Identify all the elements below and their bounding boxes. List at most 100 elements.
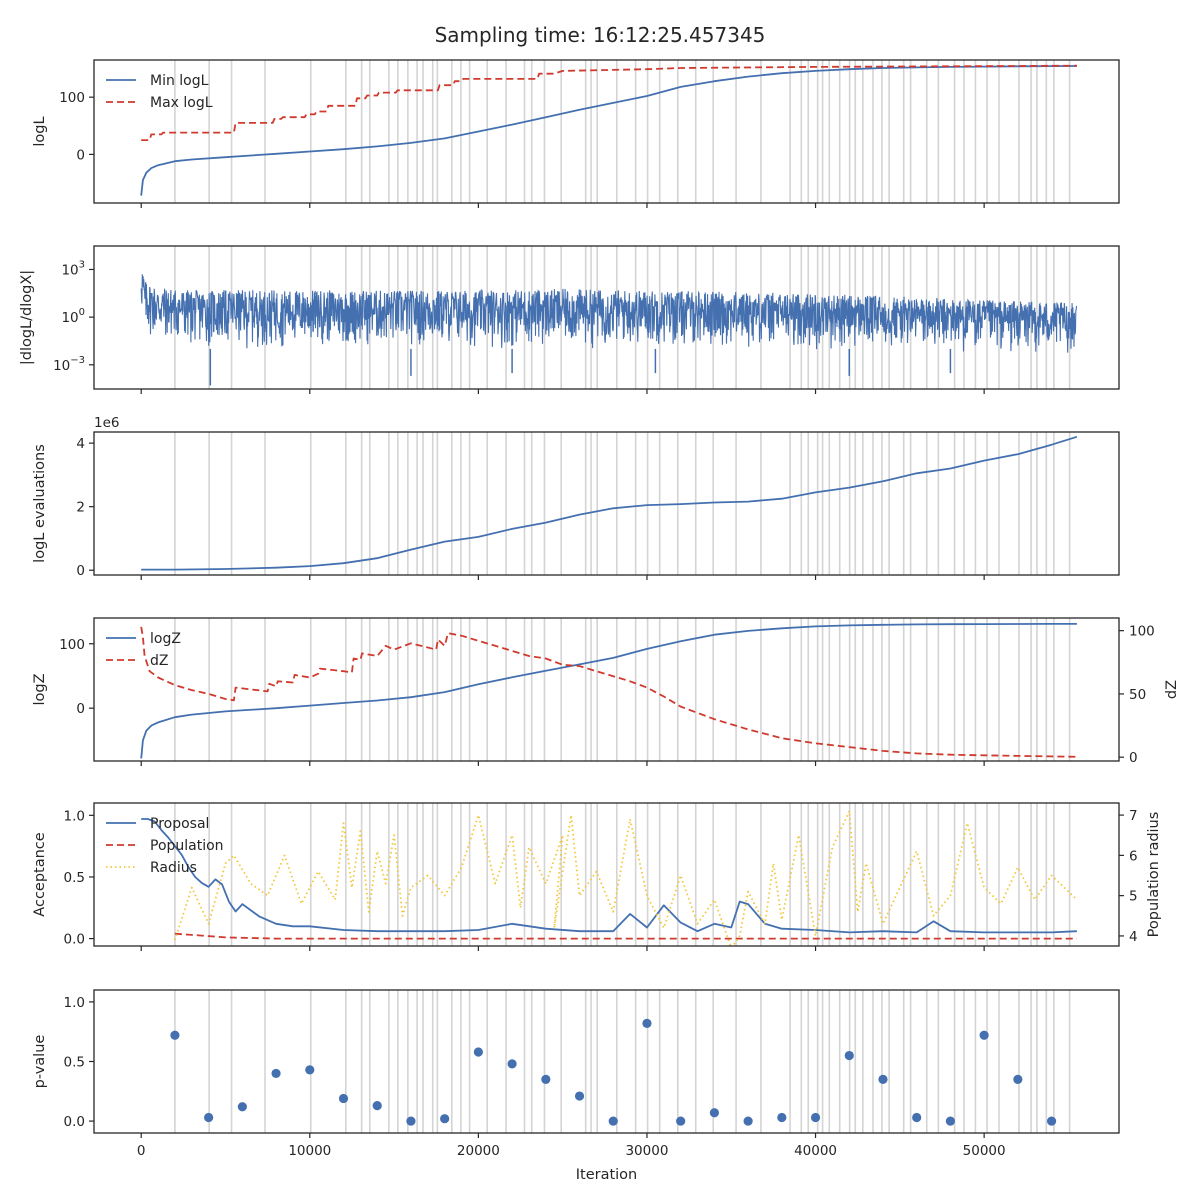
axes-frame bbox=[93, 59, 1120, 204]
x-axis-label: Iteration bbox=[576, 1167, 638, 1183]
y-tick-label: 10−3 bbox=[53, 355, 85, 374]
subplot-1: 0 100 logL Min logL Max logL bbox=[32, 59, 1120, 208]
axes-frame bbox=[93, 989, 1120, 1134]
plot-area bbox=[170, 990, 1071, 1133]
series-line-dz bbox=[140, 626, 1077, 758]
axes-frame bbox=[93, 617, 1120, 762]
series-line-main bbox=[141, 435, 1078, 571]
y2-tick-label: 100 bbox=[1129, 624, 1155, 640]
y-offset-label: 1e6 bbox=[94, 415, 119, 431]
y-axis-label: p-value bbox=[32, 1035, 48, 1089]
legend-label: logZ bbox=[150, 631, 181, 647]
legend: Min logL Max logL bbox=[106, 73, 213, 111]
y-axis-label: |dlogL/dlogX| bbox=[19, 270, 35, 365]
legend-label: Min logL bbox=[150, 73, 209, 89]
subplot-3: 0 2 4 logL evaluations 1e6 bbox=[32, 415, 1120, 580]
x-tick-label: 40000 bbox=[794, 1143, 837, 1159]
scatter-point bbox=[912, 1112, 922, 1123]
subplot-6: 0.0 0.5 1.0 p-value 0 10000 20000 30000 40000 500… bbox=[32, 989, 1120, 1159]
y-tick-label: 4 bbox=[76, 436, 85, 452]
y-tick-label: 0.0 bbox=[64, 1114, 85, 1130]
y2-tick-label: 50 bbox=[1129, 687, 1146, 703]
y-tick-label: 0 bbox=[76, 701, 85, 717]
scatter-point bbox=[642, 1018, 652, 1028]
scatter-point bbox=[507, 1059, 517, 1069]
checkpoint-bands bbox=[174, 60, 1071, 203]
y-tick-label: 100 bbox=[59, 637, 85, 653]
y2-axis-label: dZ bbox=[1164, 680, 1180, 699]
scatter-point bbox=[709, 1108, 719, 1118]
plot-area bbox=[141, 803, 1078, 946]
plot-area bbox=[140, 618, 1077, 761]
y-tick-label: 0 bbox=[76, 563, 85, 579]
scatter-point bbox=[541, 1074, 551, 1084]
y2-tick-label: 4 bbox=[1129, 929, 1138, 945]
checkpoint-bands bbox=[174, 432, 1071, 575]
scatter-point bbox=[440, 1114, 450, 1124]
scatter-point bbox=[777, 1112, 787, 1123]
legend: Proposal Population Radius bbox=[106, 816, 224, 876]
plot-area bbox=[140, 60, 1077, 203]
y-axis-label: logL evaluations bbox=[32, 444, 48, 563]
scatter-point bbox=[844, 1050, 854, 1061]
legend-label: Radius bbox=[150, 860, 197, 876]
chart-title: Sampling time: 16:12:25.457345 bbox=[435, 23, 766, 47]
axes-frame bbox=[93, 431, 1120, 576]
y2-tick-label: 7 bbox=[1129, 808, 1138, 824]
x-tick-label: 50000 bbox=[963, 1143, 1006, 1159]
y-tick-label: 0 bbox=[76, 147, 85, 163]
y-tick-label: 0.5 bbox=[64, 1055, 85, 1071]
y2-tick-label: 5 bbox=[1129, 889, 1138, 905]
series-line-population bbox=[174, 932, 1077, 940]
y-axis-label: Acceptance bbox=[32, 832, 48, 916]
y2-tick-label: 6 bbox=[1129, 848, 1138, 864]
scatter-point bbox=[1013, 1074, 1023, 1084]
y-tick-label: 0.0 bbox=[64, 932, 85, 948]
legend-label: dZ bbox=[150, 653, 168, 669]
scatter-point bbox=[878, 1074, 888, 1084]
scatter-point bbox=[372, 1100, 382, 1111]
plot-area bbox=[140, 246, 1078, 389]
plot-area bbox=[141, 432, 1078, 575]
y2-axis-label: Population radius bbox=[1146, 812, 1162, 938]
axes-frame bbox=[93, 802, 1120, 947]
series-line-proposal bbox=[141, 818, 1077, 934]
series-line-max-logl bbox=[141, 64, 1077, 142]
scatter-point bbox=[608, 1116, 618, 1126]
checkpoint-bands bbox=[174, 618, 1071, 761]
legend: logZ dZ bbox=[106, 631, 181, 669]
scatter-point bbox=[305, 1065, 315, 1075]
scatter-point bbox=[1046, 1116, 1057, 1126]
x-tick-label: 10000 bbox=[288, 1143, 331, 1159]
legend-label: Max logL bbox=[150, 95, 213, 111]
series-line-logz bbox=[140, 623, 1077, 759]
scatter-point bbox=[237, 1102, 247, 1112]
subplot-5: 0.0 0.5 1.0 4 5 6 7 Acceptance Population radius… bbox=[32, 802, 1162, 951]
scatter-point bbox=[271, 1068, 281, 1079]
legend-label: Population bbox=[150, 838, 224, 854]
scatter-point bbox=[979, 1030, 989, 1040]
y-tick-label: 1.0 bbox=[64, 808, 85, 824]
scatter-point bbox=[170, 1030, 180, 1040]
scatter-point bbox=[473, 1047, 483, 1057]
y-tick-label: 103 bbox=[61, 259, 85, 278]
series-line-min-logl bbox=[140, 65, 1077, 196]
y-axis-label: logL bbox=[32, 116, 48, 146]
y2-tick-label: 0 bbox=[1129, 750, 1138, 766]
y-tick-label: 100 bbox=[59, 90, 85, 106]
y-tick-label: 1.0 bbox=[64, 995, 85, 1011]
y-axis-label: logZ bbox=[32, 673, 48, 705]
y-tick-label: 100 bbox=[61, 307, 85, 326]
scatter-point bbox=[676, 1116, 686, 1126]
x-tick-label: 0 bbox=[137, 1143, 146, 1159]
scatter-point bbox=[743, 1116, 753, 1126]
subplot-2: 10−3 100 103 |dlogL/dlogX| bbox=[19, 245, 1120, 394]
x-tick-label: 30000 bbox=[625, 1143, 668, 1159]
checkpoint-bands bbox=[174, 990, 1071, 1133]
scatter-point bbox=[406, 1116, 416, 1126]
scatter-point bbox=[945, 1116, 956, 1126]
scatter-point bbox=[574, 1091, 585, 1101]
y-tick-label: 2 bbox=[76, 500, 85, 516]
scatter-point bbox=[338, 1093, 349, 1104]
